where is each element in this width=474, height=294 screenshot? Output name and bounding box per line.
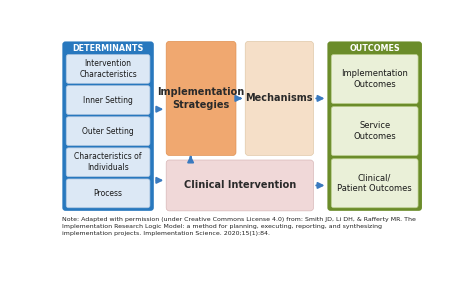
- FancyBboxPatch shape: [66, 86, 150, 114]
- FancyBboxPatch shape: [331, 54, 418, 103]
- FancyBboxPatch shape: [66, 117, 150, 146]
- Text: DETERMINANTS: DETERMINANTS: [73, 44, 144, 53]
- FancyBboxPatch shape: [331, 159, 418, 208]
- Text: Characteristics of
Individuals: Characteristics of Individuals: [74, 152, 142, 172]
- FancyBboxPatch shape: [166, 41, 236, 156]
- Text: Note: Adapted with permission (under Creative Commons License 4.0) from: Smith J: Note: Adapted with permission (under Cre…: [63, 217, 416, 235]
- Text: Service
Outcomes: Service Outcomes: [353, 121, 396, 141]
- FancyBboxPatch shape: [328, 41, 422, 211]
- Text: Inner Setting: Inner Setting: [83, 96, 133, 105]
- Text: Clinical Intervention: Clinical Intervention: [184, 181, 296, 191]
- Text: Intervention
Characteristics: Intervention Characteristics: [79, 59, 137, 79]
- Text: Implementation
Strategies: Implementation Strategies: [157, 87, 245, 110]
- FancyBboxPatch shape: [245, 41, 313, 156]
- FancyBboxPatch shape: [331, 107, 418, 156]
- Text: Process: Process: [93, 189, 123, 198]
- Text: Mechanisms: Mechanisms: [246, 93, 313, 103]
- FancyBboxPatch shape: [66, 179, 150, 208]
- Text: Clinical/
Patient Outcomes: Clinical/ Patient Outcomes: [337, 173, 412, 193]
- FancyBboxPatch shape: [66, 54, 150, 83]
- FancyBboxPatch shape: [63, 41, 154, 211]
- Text: Outer Setting: Outer Setting: [82, 127, 134, 136]
- Text: Implementation
Outcomes: Implementation Outcomes: [341, 69, 408, 89]
- FancyBboxPatch shape: [66, 148, 150, 177]
- Text: OUTCOMES: OUTCOMES: [349, 44, 400, 53]
- FancyBboxPatch shape: [166, 160, 313, 211]
